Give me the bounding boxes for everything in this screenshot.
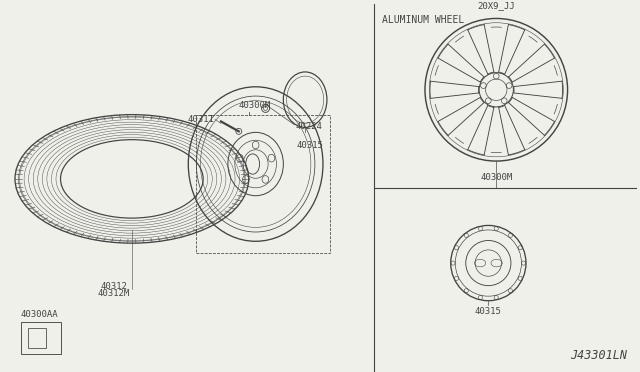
Bar [28, 328, 45, 348]
Text: 40300M: 40300M [239, 100, 271, 110]
Text: 40312M: 40312M [98, 289, 130, 298]
Bar [196, 115, 330, 253]
Text: 20X9_JJ: 20X9_JJ [477, 1, 515, 10]
Bar [21, 323, 61, 354]
Text: J43301LN: J43301LN [570, 349, 627, 362]
Text: 40312: 40312 [100, 282, 127, 291]
Text: ALUMINUM WHEEL: ALUMINUM WHEEL [382, 16, 465, 26]
Text: 40315: 40315 [297, 141, 324, 150]
Text: 40315: 40315 [475, 307, 502, 315]
Text: 40224: 40224 [295, 122, 322, 131]
Text: 40300AA: 40300AA [21, 310, 58, 318]
Text: 40300M: 40300M [480, 173, 513, 182]
Text: 40311: 40311 [187, 115, 214, 124]
